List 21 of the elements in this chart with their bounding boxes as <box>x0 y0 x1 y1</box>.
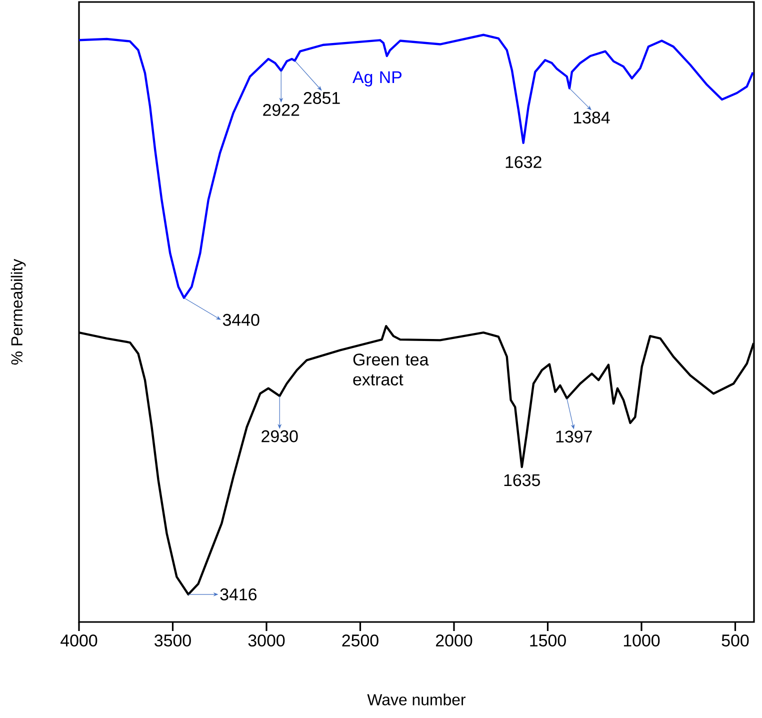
x-tick-label: 3500 <box>154 634 191 647</box>
x-axis-title: Wave number <box>367 694 466 706</box>
x-tick-label: 1000 <box>624 634 660 647</box>
annotation: 2930 <box>262 430 298 442</box>
series-label: Green tea extract <box>353 354 429 386</box>
annotation: 2851 <box>304 92 340 104</box>
x-tick-label: 500 <box>722 634 749 647</box>
x-tick-label: 4000 <box>60 634 98 647</box>
annotation: 2922 <box>263 104 300 116</box>
annotation: 3440 <box>222 314 260 326</box>
series-label: Ag NP <box>352 71 402 86</box>
annotation: 3416 <box>220 588 257 600</box>
x-tick-label: 2500 <box>342 634 378 647</box>
x-tick-label: 3000 <box>248 634 285 647</box>
annotation: 1632 <box>506 156 542 168</box>
y-axis-title: % Permeability <box>10 258 26 365</box>
annotation: 1384 <box>574 112 610 124</box>
x-tick-label: 1500 <box>530 634 566 647</box>
x-tick-label: 2000 <box>436 634 472 647</box>
annotation: 1397 <box>556 430 592 443</box>
annotation: 1635 <box>504 474 540 486</box>
